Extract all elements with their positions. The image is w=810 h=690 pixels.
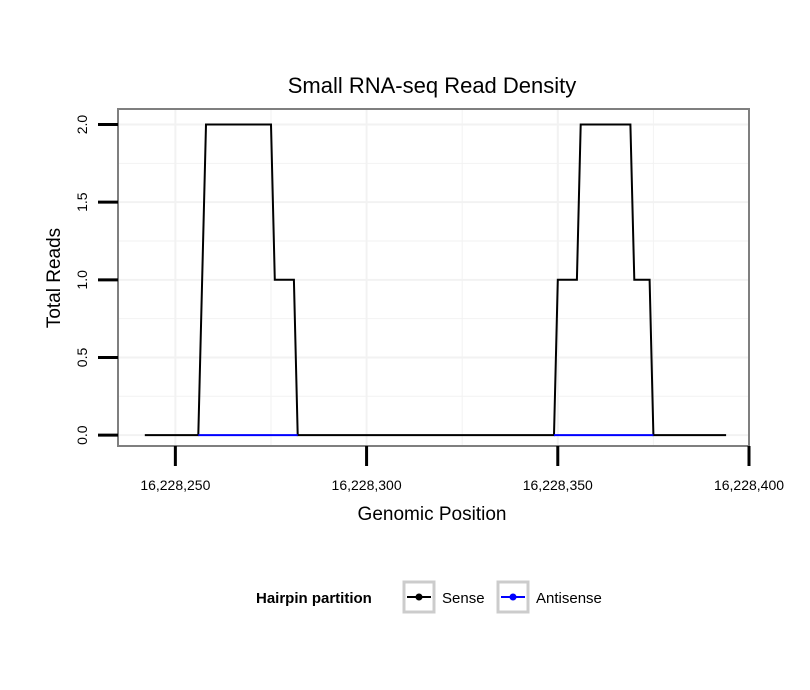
series-layer (144, 123, 727, 437)
x-tick-label: 16,228,350 (523, 477, 593, 493)
plot-border (117, 108, 750, 447)
legend-title: Hairpin partition (256, 590, 372, 607)
legend-point-antisense (509, 593, 517, 601)
y-tick-label: 0.5 (74, 348, 90, 368)
x-tick-label: 16,228,300 (332, 477, 402, 493)
legend-label-antisense: Antisense (536, 590, 602, 607)
plot-area (117, 108, 750, 447)
y-tick-label: 2.0 (74, 115, 90, 135)
chart-title: Small RNA-seq Read Density (288, 73, 577, 98)
legend-key-antisense (496, 580, 530, 614)
y-tick-label: 0.0 (74, 425, 90, 445)
legend: Hairpin partition Sense Antisense (256, 580, 602, 614)
x-axis: 16,228,250 16,228,300 16,228,350 16,228,400 (140, 446, 784, 493)
y-tick-label: 1.5 (74, 192, 90, 212)
x-axis-label: Genomic Position (358, 504, 507, 525)
legend-label-sense: Sense (442, 590, 485, 607)
series-line-sense (144, 123, 727, 437)
y-axis: 0.0 0.5 1.0 1.5 2.0 (74, 115, 118, 445)
y-axis-label: Total Reads (44, 228, 65, 328)
x-tick-label: 16,228,400 (714, 477, 784, 493)
y-tick-label: 1.0 (74, 270, 90, 290)
x-tick-label: 16,228,250 (140, 477, 210, 493)
legend-point-sense (415, 593, 423, 601)
plot-panel (118, 109, 749, 446)
grid (118, 109, 749, 446)
